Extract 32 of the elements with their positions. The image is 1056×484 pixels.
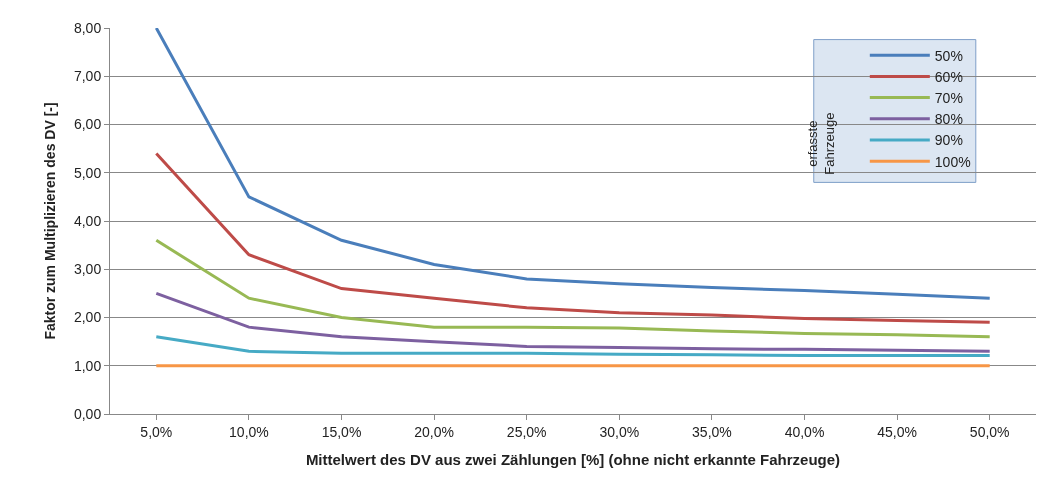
- x-tick-label: 5,0%: [140, 423, 173, 440]
- legend-label: 90%: [934, 132, 963, 149]
- x-tick-label: 45,0%: [877, 423, 917, 440]
- x-tick-label: 20,0%: [414, 423, 454, 440]
- line-series: [154, 28, 992, 300]
- y-tick-label: 6,00: [73, 116, 102, 133]
- x-tick-label: 10,0%: [229, 423, 269, 440]
- line-series: [154, 335, 992, 358]
- y-tick-label: 0,00: [73, 405, 102, 422]
- x-axis-title: Mittelwert des DV aus zwei Zählungen [%] (ohne nicht erkannte Fahrzeuge): [305, 450, 841, 468]
- legend-label: 50%: [934, 47, 963, 64]
- y-tick-label: 1,00: [73, 357, 102, 374]
- legend-label: 80%: [934, 111, 963, 128]
- line-series: [154, 291, 992, 353]
- x-tick-label: 15,0%: [321, 423, 362, 440]
- x-tick-label: 30,0%: [599, 423, 640, 440]
- x-tick-label: 25,0%: [506, 423, 547, 440]
- x-tick-label: 35,0%: [692, 423, 732, 440]
- legend-label: 100%: [934, 153, 971, 170]
- legend-title: erfasste Fahrzeuge: [804, 112, 837, 175]
- line-series: [154, 238, 992, 339]
- y-tick-label: 2,00: [73, 309, 102, 326]
- x-tick-label: 40,0%: [784, 423, 825, 440]
- legend-label: 60%: [934, 68, 963, 85]
- x-tick-label: 50,0%: [969, 423, 1010, 440]
- y-tick-label: 7,00: [73, 68, 102, 85]
- y-tick-label: 5,00: [73, 164, 102, 181]
- legend-label: 70%: [934, 90, 963, 107]
- y-tick-label: 3,00: [73, 261, 102, 278]
- y-tick-label: 8,00: [73, 19, 102, 36]
- y-axis-title: Faktor zum Multiplizieren des DV [-]: [41, 102, 58, 340]
- y-tick-label: 4,00: [73, 212, 102, 229]
